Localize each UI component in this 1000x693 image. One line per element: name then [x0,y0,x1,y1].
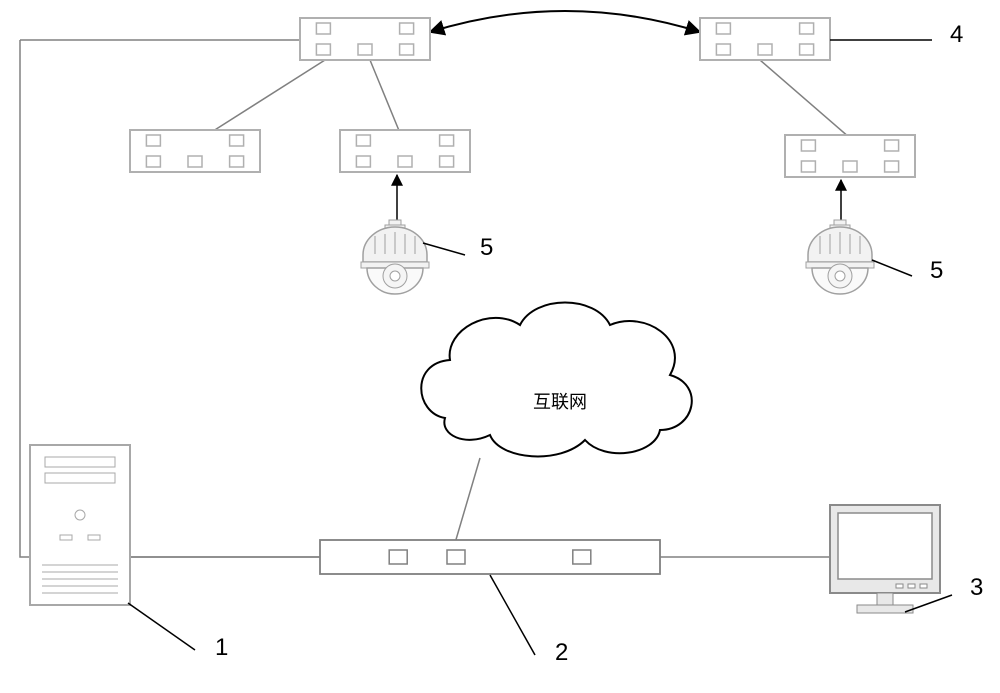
switch-mid_right [785,135,915,177]
label-text-5b: 5 [930,257,943,284]
rack-switch [320,540,660,574]
camera-right [806,220,874,294]
label-2: 2 [490,575,568,666]
cloud-label: 互联网 [533,392,587,412]
label-text-1: 1 [215,634,228,661]
label-text-4: 4 [950,21,963,48]
label-text-3: 3 [970,574,983,601]
label-4: 4 [830,21,963,48]
label-5a: 5 [423,234,493,261]
label-1: 1 [128,603,228,661]
label-text-5a: 5 [480,234,493,261]
switch-mid_left [130,130,260,172]
diagram-canvas: 互联网 1 2 3 4 5 5 [0,0,1000,693]
camera-left [361,220,429,294]
label-text-2: 2 [555,639,568,666]
connections [20,11,850,557]
label-5b: 5 [872,257,943,284]
internet-cloud: 互联网 [421,303,692,457]
pc-tower [30,445,130,605]
switch-mid_center [340,130,470,172]
switch-top_right [700,18,830,60]
monitor [830,505,940,613]
switch-top_left [300,18,430,60]
